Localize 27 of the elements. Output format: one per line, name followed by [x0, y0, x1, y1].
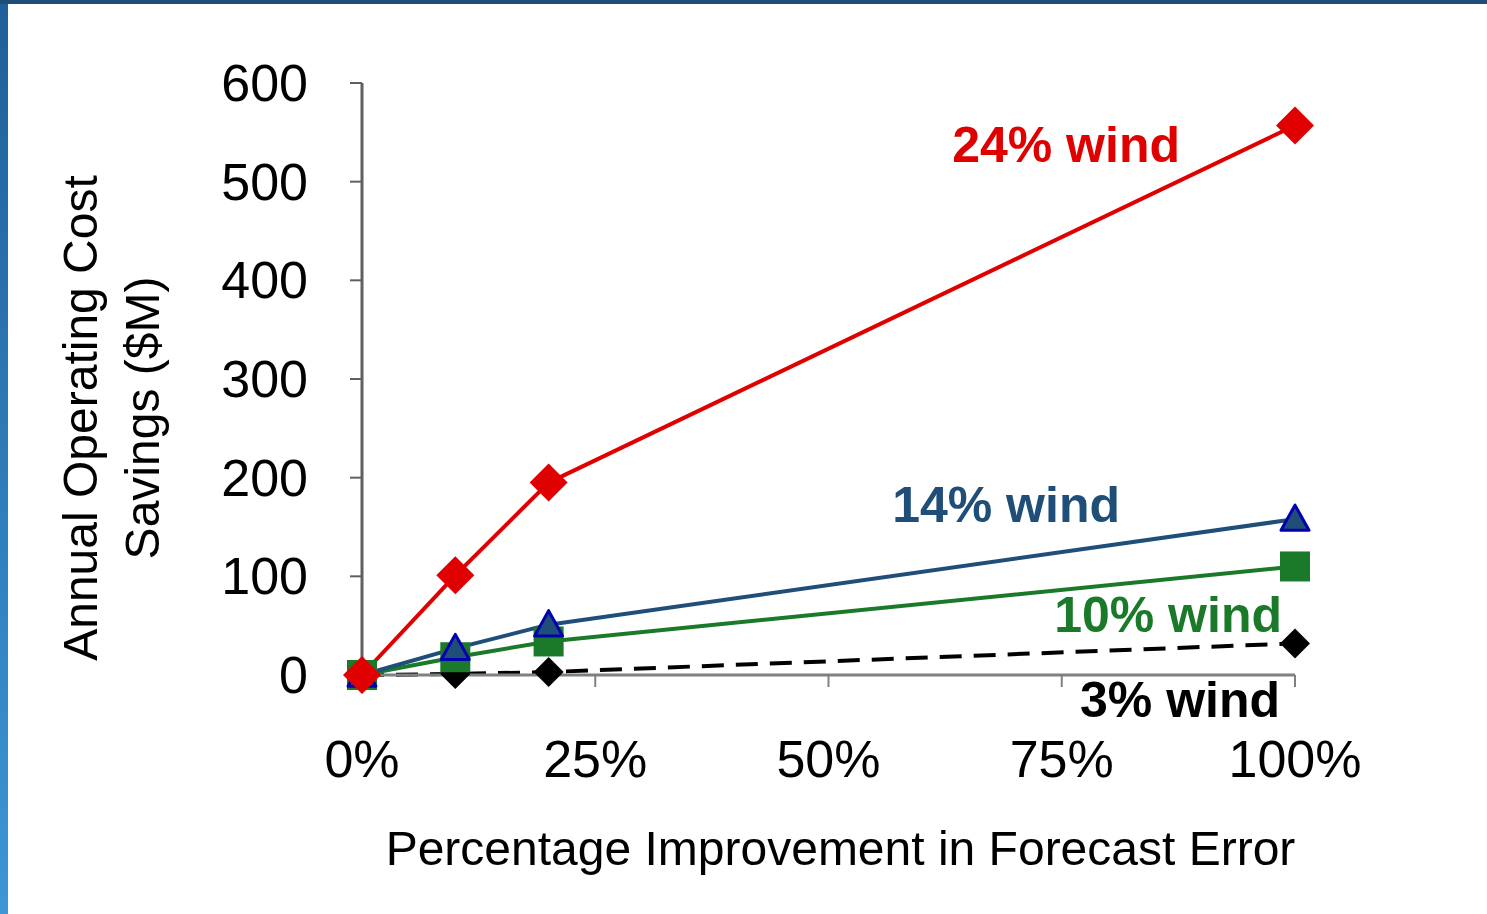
x-tick-label: 75% — [1009, 730, 1114, 788]
point — [533, 657, 564, 688]
x-tick-label: 100% — [1228, 730, 1362, 788]
x-axis-title: Percentage Improvement in Forecast Error — [385, 821, 1296, 875]
point — [529, 463, 568, 502]
y-tick-label: 500 — [221, 152, 308, 211]
y-tick-label: 0 — [279, 646, 308, 704]
y-axis-title: Annual Operating Cost Savings ($M) — [53, 175, 169, 661]
point — [1280, 551, 1310, 582]
y-tick-label: 400 — [221, 251, 308, 310]
y-tick-label: 100 — [221, 547, 308, 606]
series-label: 3% wind — [1079, 672, 1280, 729]
y-tick-label: 200 — [221, 448, 308, 507]
point — [436, 556, 475, 595]
x-tick-label: 50% — [776, 730, 881, 788]
y-tick-label: 300 — [221, 350, 308, 408]
series-label: 10% wind — [1054, 587, 1282, 644]
x-tick-label: 25% — [543, 730, 648, 788]
point — [439, 632, 471, 662]
point — [533, 609, 565, 638]
x-tick-label: 0% — [324, 730, 400, 788]
point — [1280, 628, 1310, 659]
series-label: 14% wind — [892, 477, 1120, 534]
point — [1279, 503, 1311, 532]
point — [1276, 106, 1314, 145]
series-label: 24% wind — [952, 117, 1180, 174]
y-tick-label: 600 — [221, 54, 308, 112]
